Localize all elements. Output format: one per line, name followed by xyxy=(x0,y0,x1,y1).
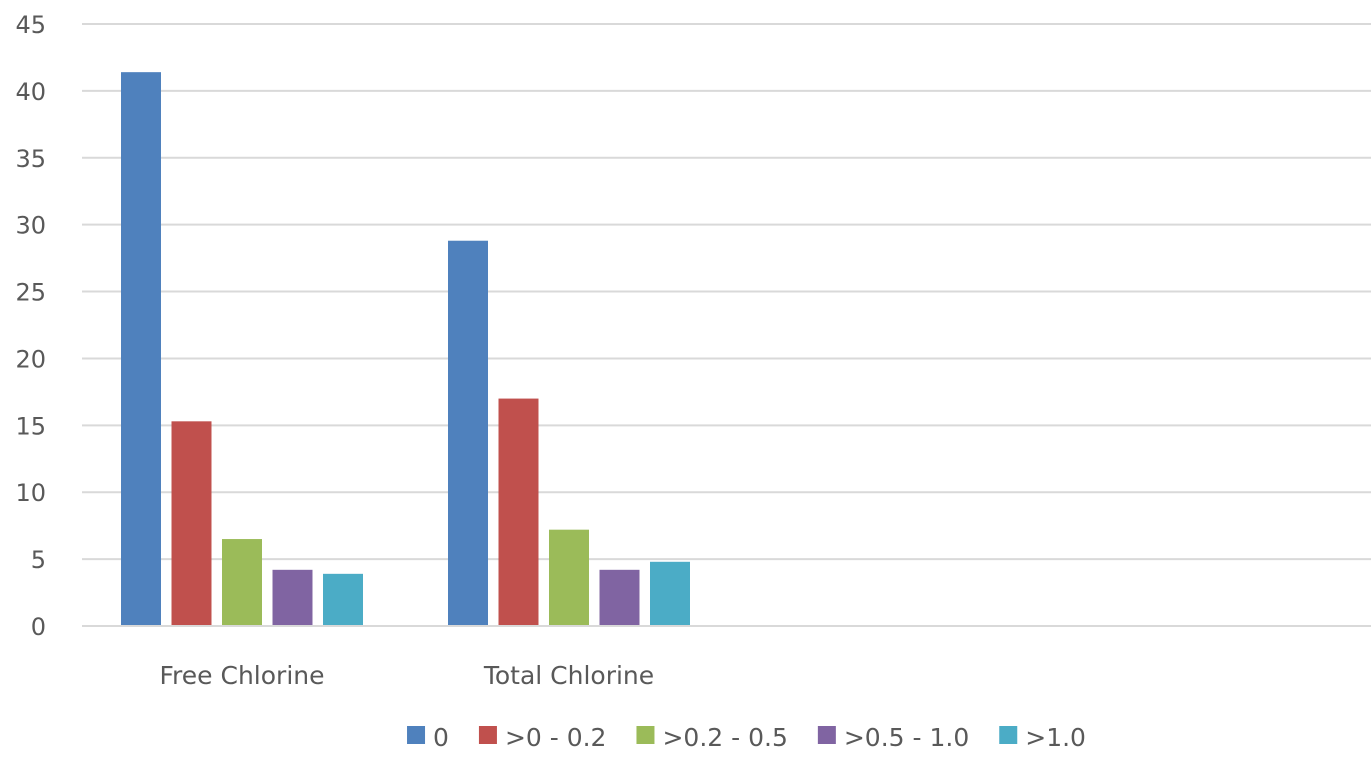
y-tick-label: 0 xyxy=(31,613,46,641)
legend-label: >0 - 0.2 xyxy=(505,723,607,752)
legend-item: >0.2 - 0.5 xyxy=(636,723,788,752)
bar-free-chlorine-series-3 xyxy=(272,569,313,626)
legend-label: >0.2 - 0.5 xyxy=(662,723,787,752)
bars xyxy=(121,72,690,626)
bar-total-chlorine-series-1 xyxy=(498,398,539,626)
y-tick-label: 5 xyxy=(31,546,46,574)
x-axis: Free Chlorine Total Chlorine xyxy=(82,625,1371,690)
legend: 0 >0 - 0.2 >0.2 - 0.5 >0.5 - 1.0 >1.0 xyxy=(407,723,1086,752)
legend-label: 0 xyxy=(433,723,449,752)
y-axis-tick-labels: 0 5 10 15 20 25 30 35 40 45 xyxy=(15,11,46,641)
y-tick-label: 30 xyxy=(15,212,46,240)
legend-item: >0 - 0.2 xyxy=(478,723,607,752)
y-tick-label: 45 xyxy=(15,11,46,39)
bar-total-chlorine-series-0 xyxy=(448,240,488,626)
legend-swatch xyxy=(636,726,655,744)
x-category-label: Total Chlorine xyxy=(483,661,654,690)
bar-total-chlorine-series-3 xyxy=(599,569,640,626)
y-tick-label: 25 xyxy=(15,279,46,307)
legend-label: >1.0 xyxy=(1025,723,1086,752)
y-tick-label: 35 xyxy=(15,145,46,173)
x-category-label: Free Chlorine xyxy=(160,661,325,690)
gridlines xyxy=(82,23,1371,561)
legend-swatch xyxy=(407,726,426,744)
legend-swatch xyxy=(999,726,1018,744)
legend-item: >1.0 xyxy=(999,723,1086,752)
bar-free-chlorine-series-0 xyxy=(121,72,161,626)
bar-total-chlorine-series-4 xyxy=(650,561,690,626)
legend-item: 0 xyxy=(407,723,449,752)
bar-total-chlorine-series-2 xyxy=(549,529,589,626)
bar-free-chlorine-series-1 xyxy=(171,421,212,626)
y-tick-label: 15 xyxy=(15,412,46,440)
legend-item: >0.5 - 1.0 xyxy=(817,723,969,752)
legend-swatch xyxy=(817,726,836,744)
y-tick-label: 40 xyxy=(15,78,46,106)
bar-free-chlorine-series-4 xyxy=(323,573,363,626)
y-tick-label: 20 xyxy=(15,345,46,373)
y-tick-label: 10 xyxy=(15,479,46,507)
legend-label: >0.5 - 1.0 xyxy=(844,723,969,752)
bar-free-chlorine-series-2 xyxy=(222,539,262,626)
legend-swatch xyxy=(478,726,497,744)
